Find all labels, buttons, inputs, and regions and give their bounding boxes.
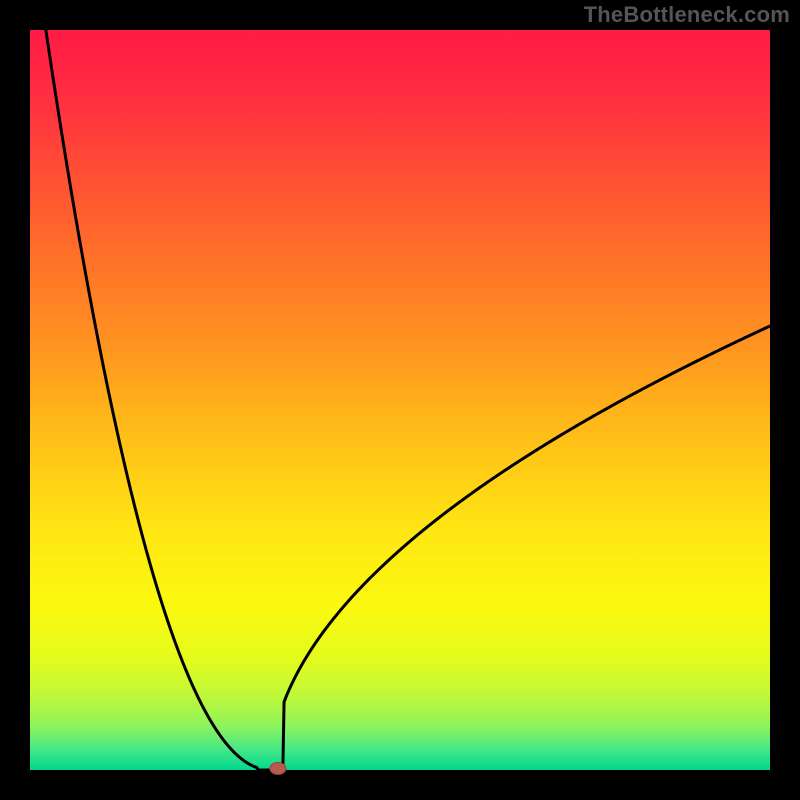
attribution-label: TheBottleneck.com <box>584 2 790 28</box>
bottleneck-chart <box>0 0 800 800</box>
plot-background-gradient <box>30 30 770 770</box>
chart-container: TheBottleneck.com <box>0 0 800 800</box>
curve-minimum-marker <box>270 763 286 775</box>
